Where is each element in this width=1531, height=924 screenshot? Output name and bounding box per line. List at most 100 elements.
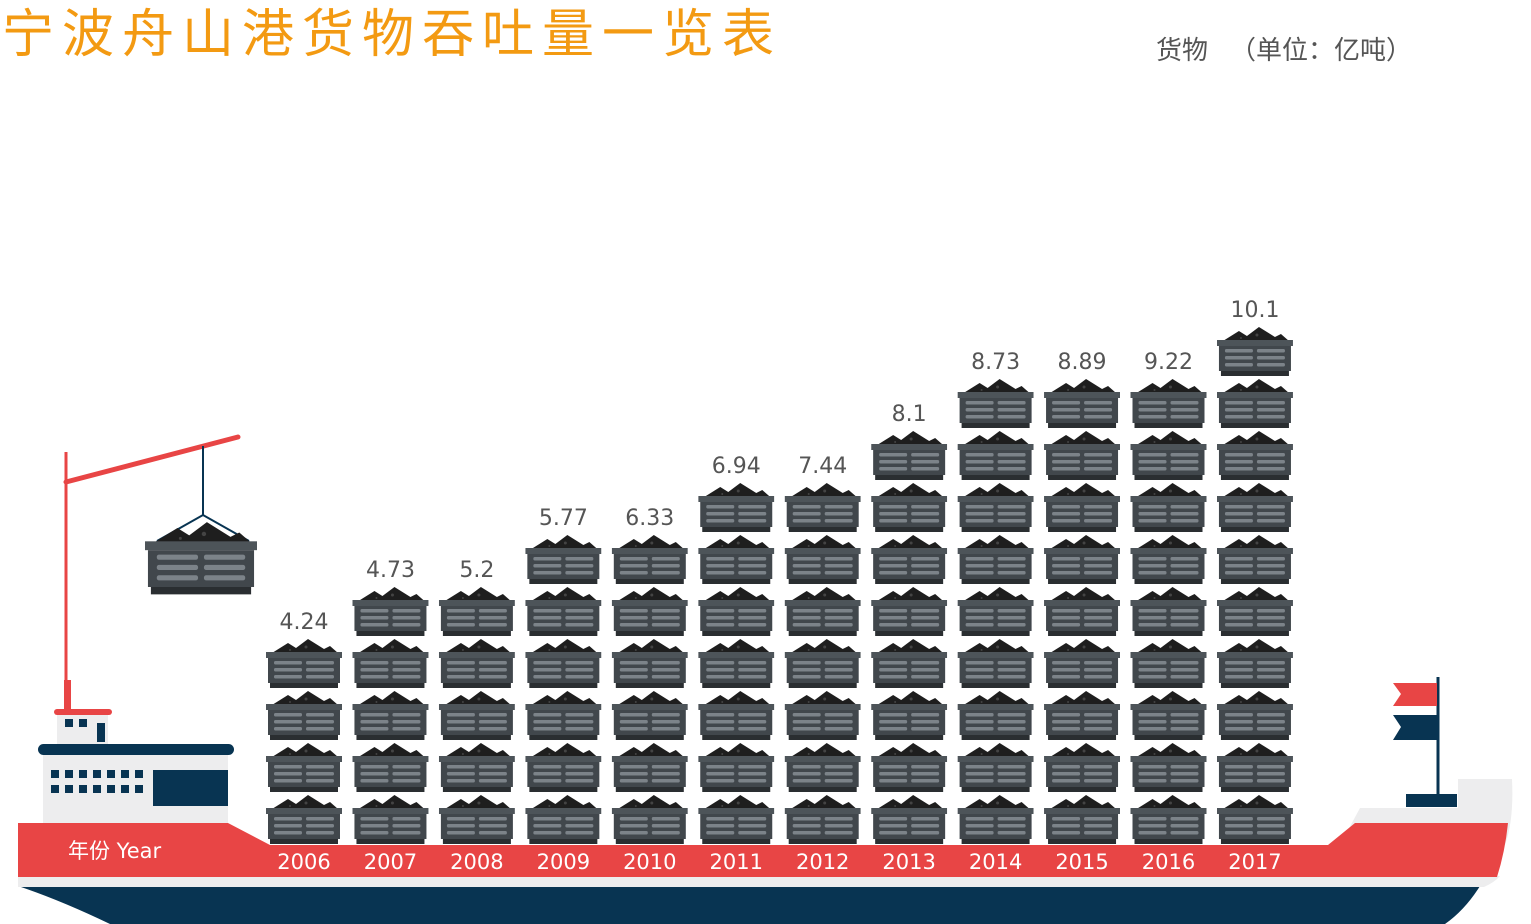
- container-icon: [1044, 691, 1121, 740]
- window: [65, 785, 73, 793]
- container-icon: [871, 431, 948, 480]
- window: [93, 785, 101, 793]
- x-axis-label: 年份 Year: [68, 839, 162, 863]
- x-tick-label: 2009: [537, 850, 590, 874]
- container-icon: [698, 483, 775, 532]
- container-icon: [438, 691, 515, 740]
- data-label: 8.73: [971, 350, 1020, 375]
- container-icon: [871, 743, 948, 792]
- container-icon: [266, 639, 342, 688]
- container-icon: [525, 743, 602, 792]
- container-icon: [438, 639, 515, 688]
- container-icon: [957, 535, 1034, 584]
- window: [121, 785, 129, 793]
- window: [51, 785, 59, 793]
- container-icon: [1216, 379, 1293, 428]
- container-icon: [698, 743, 775, 792]
- container-icon: [266, 691, 342, 740]
- container-icon: [352, 587, 429, 636]
- ship-bridge: [38, 680, 234, 824]
- x-tick-label: 2016: [1142, 850, 1195, 874]
- container-icon: [525, 639, 602, 688]
- data-label: 8.1: [892, 402, 927, 427]
- container-icon: [784, 743, 861, 792]
- flag-red: [1393, 683, 1437, 706]
- container-icon: [957, 691, 1034, 740]
- bar-2012: 7.44 2012: [784, 454, 861, 874]
- hanging-container-icon: [145, 522, 257, 595]
- container-icon: [784, 639, 861, 688]
- container-icon: [352, 795, 429, 844]
- window: [79, 785, 87, 793]
- container-icon: [438, 743, 515, 792]
- container-icon: [525, 795, 602, 844]
- data-label: 4.24: [280, 610, 329, 635]
- data-label: 9.22: [1144, 350, 1193, 375]
- container-icon: [957, 483, 1034, 532]
- bar-2010: 6.33 2010: [611, 506, 688, 874]
- container-icon: [1044, 483, 1121, 532]
- x-tick-label: 2017: [1228, 850, 1281, 874]
- container-icon: [957, 743, 1034, 792]
- container-icon: [1130, 379, 1207, 428]
- data-label: 5.77: [539, 506, 588, 531]
- container-icon: [266, 795, 342, 844]
- bars: 4.2420064.7320075.220085.7720096.3320106…: [266, 298, 1293, 874]
- container-icon: [1130, 743, 1207, 792]
- container-icon: [1044, 587, 1121, 636]
- container-icon: [1130, 639, 1207, 688]
- container-icon: [1216, 483, 1293, 532]
- container-icon: [1216, 327, 1293, 376]
- x-tick-label: 2012: [796, 850, 849, 874]
- container-icon: [1130, 483, 1207, 532]
- container-icon: [611, 639, 688, 688]
- container-icon: [1216, 795, 1293, 844]
- x-tick-label: 2007: [364, 850, 417, 874]
- bar-2006: 4.24 2006: [266, 610, 342, 874]
- container-icon: [611, 743, 688, 792]
- container-icon: [1216, 587, 1293, 636]
- container-icon: [611, 587, 688, 636]
- x-tick-label: 2014: [969, 850, 1022, 874]
- container-icon: [1130, 587, 1207, 636]
- bar-2014: 8.73 2014: [957, 350, 1034, 874]
- data-label: 4.73: [366, 558, 415, 583]
- window: [107, 770, 115, 778]
- bar-2015: 8.89 2015: [1044, 350, 1121, 874]
- container-icon: [1130, 691, 1207, 740]
- x-tick-label: 2008: [450, 850, 503, 874]
- container-icon: [784, 795, 861, 844]
- bar-2017: 10.1 2017: [1216, 298, 1293, 874]
- container-icon: [871, 795, 948, 844]
- container-icon: [1044, 379, 1121, 428]
- container-icon: [525, 691, 602, 740]
- data-label: 7.44: [798, 454, 847, 479]
- container-icon: [352, 691, 429, 740]
- metric-label: 货物: [1156, 36, 1209, 66]
- ship-hull: 年份 Year: [18, 823, 1508, 924]
- window: [65, 770, 73, 778]
- data-label: 6.33: [625, 506, 674, 531]
- container-icon: [871, 535, 948, 584]
- container-icon: [611, 795, 688, 844]
- container-icon: [698, 691, 775, 740]
- container-icon: [871, 483, 948, 532]
- container-icon: [957, 795, 1034, 844]
- container-icon: [871, 639, 948, 688]
- window: [135, 785, 143, 793]
- x-tick-label: 2011: [710, 850, 763, 874]
- container-icon: [611, 691, 688, 740]
- container-icon: [957, 639, 1034, 688]
- page-title: 宁波舟山港货物吞吐量一览表: [2, 5, 783, 65]
- flag-navy: [1393, 715, 1437, 740]
- data-label: 10.1: [1230, 298, 1279, 323]
- container-icon: [1130, 535, 1207, 584]
- container-icon: [871, 691, 948, 740]
- container-icon: [1044, 535, 1121, 584]
- container-icon: [957, 587, 1034, 636]
- x-tick-label: 2006: [277, 850, 330, 874]
- bar-2016: 9.22 2016: [1130, 350, 1207, 874]
- bar-2009: 5.77 2009: [525, 506, 602, 874]
- container-icon: [1044, 795, 1121, 844]
